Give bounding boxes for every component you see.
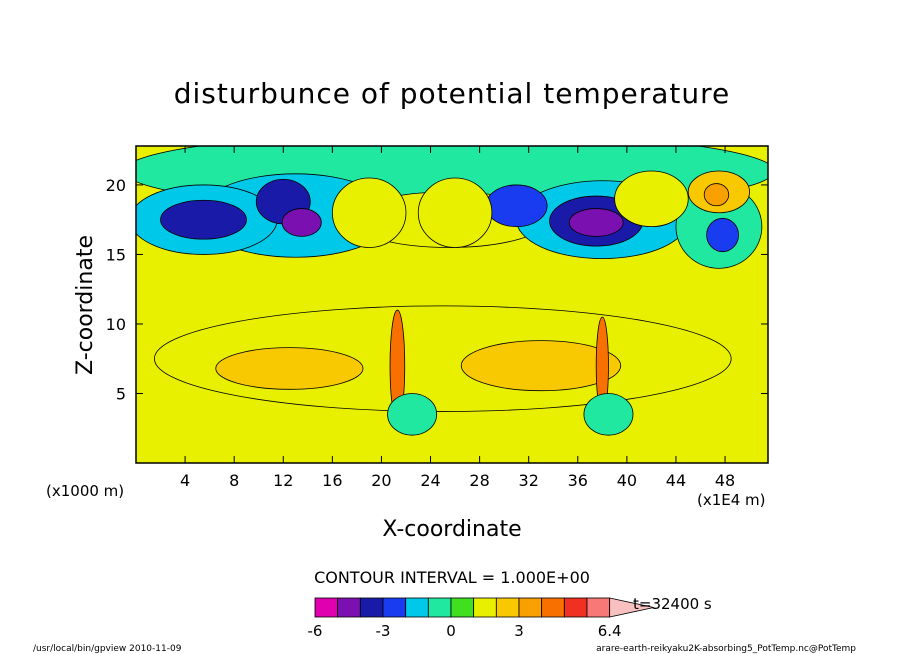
colorbar-tick-label: 0 xyxy=(446,622,456,640)
footer-left: /usr/local/bin/gpview 2010-11-09 xyxy=(33,644,182,654)
x-tick-label: 48 xyxy=(715,471,735,490)
contour-region-8 xyxy=(281,208,322,237)
colorbar-tick-label: 6.4 xyxy=(598,622,622,640)
colorbar-cell xyxy=(518,597,543,618)
colorbar-cell xyxy=(495,597,520,618)
contour-region-24 xyxy=(583,393,634,436)
colorbar-tick-label: -3 xyxy=(376,622,391,640)
y-tick-label: 20 xyxy=(106,176,126,195)
colorbar-cell xyxy=(450,597,475,618)
colorbar-tick-label: -6 xyxy=(308,622,323,640)
contour-interval-text: CONTOUR INTERVAL = 1.000E+00 xyxy=(314,568,590,587)
x-tick-label: 8 xyxy=(229,471,239,490)
x-tick-label: 44 xyxy=(666,471,686,490)
colorbar-tick-label: 3 xyxy=(514,622,524,640)
footer-right: arare-earth-reikyaku2K-absorbing5_PotTem… xyxy=(596,644,856,654)
x-tick-label: 20 xyxy=(371,471,391,490)
plot-area xyxy=(136,146,768,463)
x-axis-label: X-coordinate xyxy=(382,517,521,542)
colorbar-cell xyxy=(359,597,384,618)
contour-region-10 xyxy=(568,208,624,237)
colorbar-cell xyxy=(314,597,339,618)
colorbar-cell xyxy=(586,597,611,618)
contour-region-17 xyxy=(703,183,730,207)
chart-title: disturbunce of potential temperature xyxy=(174,77,731,110)
contour-region-19 xyxy=(215,347,364,390)
time-label: t=32400 s xyxy=(633,595,712,613)
x-tick-label: 12 xyxy=(273,471,293,490)
x-tick-label: 32 xyxy=(519,471,539,490)
colorbar-cell xyxy=(541,597,565,618)
colorbar-extension-arrow xyxy=(609,597,654,618)
colorbar xyxy=(314,597,654,618)
y-axis-label: Z-coordinate xyxy=(73,235,98,375)
y-tick-label: 5 xyxy=(116,384,126,403)
contour-region-12 xyxy=(485,184,548,228)
x-unit-label: (x1E4 m) xyxy=(697,491,766,509)
contour-region-11 xyxy=(706,217,739,253)
contour-region-20 xyxy=(460,340,622,392)
contour-region-13 xyxy=(331,177,407,248)
colorbar-cell xyxy=(563,597,588,618)
colorbar-cell xyxy=(382,597,407,618)
colorbar-cell xyxy=(427,597,452,618)
contour-region-6 xyxy=(160,199,247,240)
colorbar-cell xyxy=(337,597,361,618)
x-tick-label: 28 xyxy=(469,471,489,490)
colorbar-cell xyxy=(473,597,497,618)
contour-region-14 xyxy=(417,177,493,248)
x-tick-label: 40 xyxy=(617,471,637,490)
y-tick-label: 10 xyxy=(106,315,126,334)
plot-frame xyxy=(135,145,769,464)
contour-region-23 xyxy=(387,393,438,436)
x-tick-label: 4 xyxy=(180,471,190,490)
contour-region-15 xyxy=(614,170,689,228)
y-tick-label: 15 xyxy=(106,245,126,264)
x-tick-label: 16 xyxy=(322,471,342,490)
x-tick-label: 36 xyxy=(568,471,588,490)
colorbar-cell xyxy=(405,597,429,618)
x-tick-label: 24 xyxy=(420,471,440,490)
z-unit-label: (x1000 m) xyxy=(46,482,124,500)
